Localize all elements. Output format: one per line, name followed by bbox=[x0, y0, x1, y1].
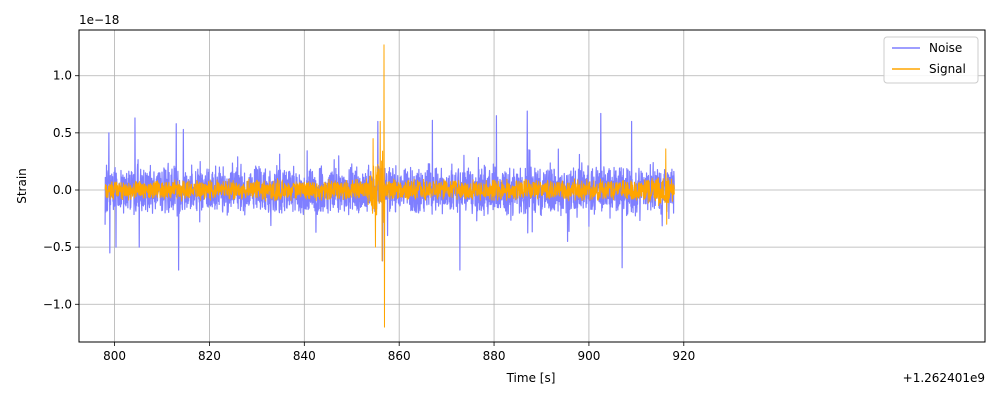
x-tick-label: 920 bbox=[672, 349, 695, 363]
y-axis-label: Strain bbox=[15, 168, 29, 204]
y-tick-label: −0.5 bbox=[43, 240, 72, 254]
x-axis-label: Time [s] bbox=[506, 371, 556, 385]
legend: Noise Signal bbox=[883, 36, 979, 84]
x-tick-label: 880 bbox=[483, 349, 506, 363]
x-axis-ticks: 800 820 840 860 880 900 920 bbox=[103, 342, 695, 363]
y-scale-label: 1e−18 bbox=[79, 13, 119, 27]
y-tick-label: 0.5 bbox=[53, 126, 72, 140]
x-tick-label: 860 bbox=[388, 349, 411, 363]
series-line-noise bbox=[104, 110, 675, 271]
legend-signal-label: Signal bbox=[929, 62, 966, 76]
x-offset-label: +1.262401e9 bbox=[903, 371, 985, 385]
plot-frame bbox=[78, 29, 986, 343]
series-noise bbox=[104, 110, 675, 271]
x-tick-label: 820 bbox=[198, 349, 221, 363]
series-signal bbox=[104, 44, 675, 328]
x-tick-label: 840 bbox=[293, 349, 316, 363]
plot-area bbox=[104, 44, 675, 328]
y-axis-ticks: −1.0 −0.5 0.0 0.5 1.0 bbox=[43, 69, 79, 311]
legend-noise-label: Noise bbox=[929, 41, 962, 55]
y-tick-label: 1.0 bbox=[53, 69, 72, 83]
y-tick-label: −1.0 bbox=[43, 297, 72, 311]
x-tick-label: 900 bbox=[577, 349, 600, 363]
x-tick-label: 800 bbox=[103, 349, 126, 363]
series-line-signal bbox=[104, 44, 675, 328]
y-tick-label: 0.0 bbox=[53, 183, 72, 197]
